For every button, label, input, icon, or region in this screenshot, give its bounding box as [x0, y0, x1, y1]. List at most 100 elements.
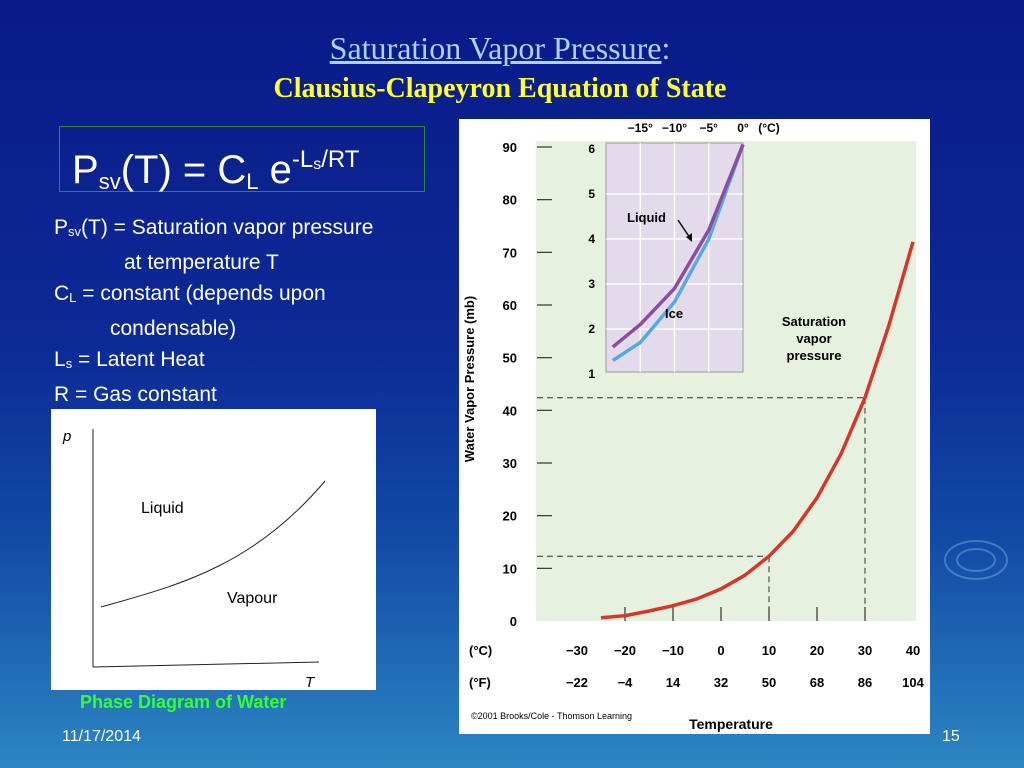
ripple-decoration: [956, 548, 996, 572]
inset-grid: [606, 143, 743, 372]
phase-liquid-label: Liquid: [141, 500, 184, 517]
ripple-decoration: [944, 540, 1008, 580]
y-tick-label: 20: [503, 509, 517, 524]
inset-x-tick: −10°: [662, 121, 687, 135]
x-tick-fahrenheit: −4: [618, 675, 634, 690]
vapor-pressure-chart: 0 10 20 30 40 50 60 70 80 90 −30 −22 −20 −4 −10 14 0 32 1…: [459, 119, 930, 734]
phase-vapour-label: Vapour: [227, 590, 278, 607]
def-psv-text: (T) = Saturation vapor pressure: [81, 216, 374, 239]
phase-diagram: p T Liquid Vapour: [51, 409, 376, 691]
x-unit-celsius: (°C): [469, 643, 492, 658]
y-tick-label: 10: [503, 561, 517, 576]
x-tick-fahrenheit: 86: [858, 675, 872, 690]
y-tick-label: 80: [503, 193, 517, 208]
x-tick-celsius: −20: [614, 643, 636, 658]
def-ls: Ls = Latent Heat: [54, 344, 373, 379]
eq-e: e: [258, 148, 292, 192]
saturation-curve: [600, 241, 915, 620]
inset-y-tick: 5: [588, 187, 595, 201]
x-tick-fahrenheit: 104: [902, 675, 924, 690]
x-tick-fahrenheit: 14: [666, 675, 681, 690]
y-tick-label: 50: [503, 351, 517, 366]
reference-lines: [537, 397, 866, 621]
def-ls-sub: s: [65, 356, 73, 371]
eq-exp3: /RT: [321, 146, 360, 173]
y-axis-ticks: 0 10 20 30 40 50 60 70 80 90: [503, 140, 552, 629]
equation-box: Psv(T) = CL e-Ls/RT: [59, 126, 425, 194]
title-block: Saturation Vapor Pressure: Clausius-Clap…: [0, 30, 1000, 105]
y-tick-label: 40: [503, 403, 517, 418]
def-psv-sub: sv: [68, 224, 82, 239]
x-axis-ticks: −30 −22 −20 −4 −10 14 0 32 10 50 20 68 30 86 40 104: [566, 607, 925, 690]
slide-title-colon: :: [661, 30, 671, 66]
inset-y-ticks: 1 2 3 4 5 6: [588, 142, 595, 381]
x-tick-celsius: 20: [810, 643, 824, 658]
eq-exp1: -L: [291, 146, 314, 173]
liquid-curve: [611, 143, 745, 349]
y-axis-label: Water Vapor Pressure (mb): [462, 296, 477, 462]
def-psv-cont: at temperature T: [124, 251, 279, 274]
x-unit-fahrenheit: (°F): [469, 675, 491, 690]
def-cl-text: = constant (depends upon: [76, 282, 326, 305]
x-tick-fahrenheit: 50: [762, 675, 776, 690]
def-cl-sub: L: [69, 290, 77, 305]
eq-l: L: [246, 169, 259, 194]
y-tick-label: 90: [503, 140, 517, 155]
inset-x-tick: −5°: [700, 121, 719, 135]
y-tick-label: 60: [503, 298, 517, 313]
x-tick-celsius: −10: [662, 643, 684, 658]
inset-liquid-label: Liquid: [627, 210, 666, 225]
x-tick-fahrenheit: 68: [810, 675, 824, 690]
curve-label-line3: pressure: [787, 348, 842, 363]
inset-liquid-arrow: [677, 219, 691, 239]
inset-x-tick: −15°: [628, 121, 653, 135]
phase-p-label: p: [62, 428, 71, 445]
inset-y-tick: 4: [588, 232, 595, 246]
footer-date: 11/17/2014: [62, 728, 141, 745]
chart-credit: ©2001 Brooks/Cole - Thomson Learning: [471, 711, 632, 721]
def-r: R = Gas constant: [54, 383, 217, 406]
slide-title: Saturation Vapor Pressure:: [0, 30, 1000, 67]
x-tick-celsius: 0: [717, 643, 724, 658]
slide-title-text: Saturation Vapor Pressure: [329, 30, 662, 66]
x-axis-label: Temperature: [689, 716, 773, 732]
x-tick-fahrenheit: 32: [714, 675, 728, 690]
def-psv: Psv(T) = Saturation vapor pressure: [54, 212, 373, 247]
slide-subtitle: Clausius-Clapeyron Equation of State: [273, 73, 727, 104]
phase-boundary-curve: [100, 480, 326, 608]
eq-t: (T) = C: [120, 148, 247, 192]
inset-y-tick: 2: [588, 322, 595, 336]
x-tick-celsius: −30: [566, 643, 588, 658]
def-cl-c: C: [54, 282, 70, 305]
curve-label-line2: vapor: [796, 331, 831, 346]
inset-chart: −15° −10° −5° 0° 1 2 3 4 5 6 (°C) Liquid Ice: [588, 121, 779, 381]
x-tick-fahrenheit: −22: [566, 675, 588, 690]
eq-sv: sv: [98, 169, 121, 194]
y-tick-label: 70: [503, 245, 517, 260]
x-tick-celsius: 30: [858, 643, 872, 658]
def-cl: CL = constant (depends upon: [54, 278, 373, 313]
inset-x-ticks: −15° −10° −5° 0°: [628, 121, 749, 135]
phase-x-axis: [92, 661, 320, 668]
page-number: 15: [942, 728, 960, 745]
curve-label-line1: Saturation: [782, 314, 846, 329]
inset-ice-label: Ice: [665, 306, 683, 321]
def-psv-p: P: [54, 216, 69, 239]
definitions: Psv(T) = Saturation vapor pressure at te…: [54, 212, 373, 410]
inset-y-tick: 3: [588, 277, 595, 291]
inset-arrow-head: [686, 233, 692, 242]
y-tick-label: 30: [503, 456, 517, 471]
eq-p: P: [72, 148, 99, 192]
inset-y-tick: 1: [588, 367, 595, 381]
inset-x-tick: 0°: [737, 121, 749, 135]
def-ls-text: = Latent Heat: [72, 348, 205, 371]
phase-diagram-caption: Phase Diagram of Water: [80, 692, 287, 712]
x-tick-celsius: 10: [762, 643, 776, 658]
inset-y-tick: 6: [588, 142, 595, 156]
phase-diagram-svg: p T Liquid Vapour: [62, 428, 326, 691]
def-cl-cont: condensable): [110, 317, 237, 340]
inset-x-unit: (°C): [758, 121, 779, 135]
y-tick-label: 0: [510, 614, 517, 629]
phase-t-label: T: [305, 674, 316, 690]
